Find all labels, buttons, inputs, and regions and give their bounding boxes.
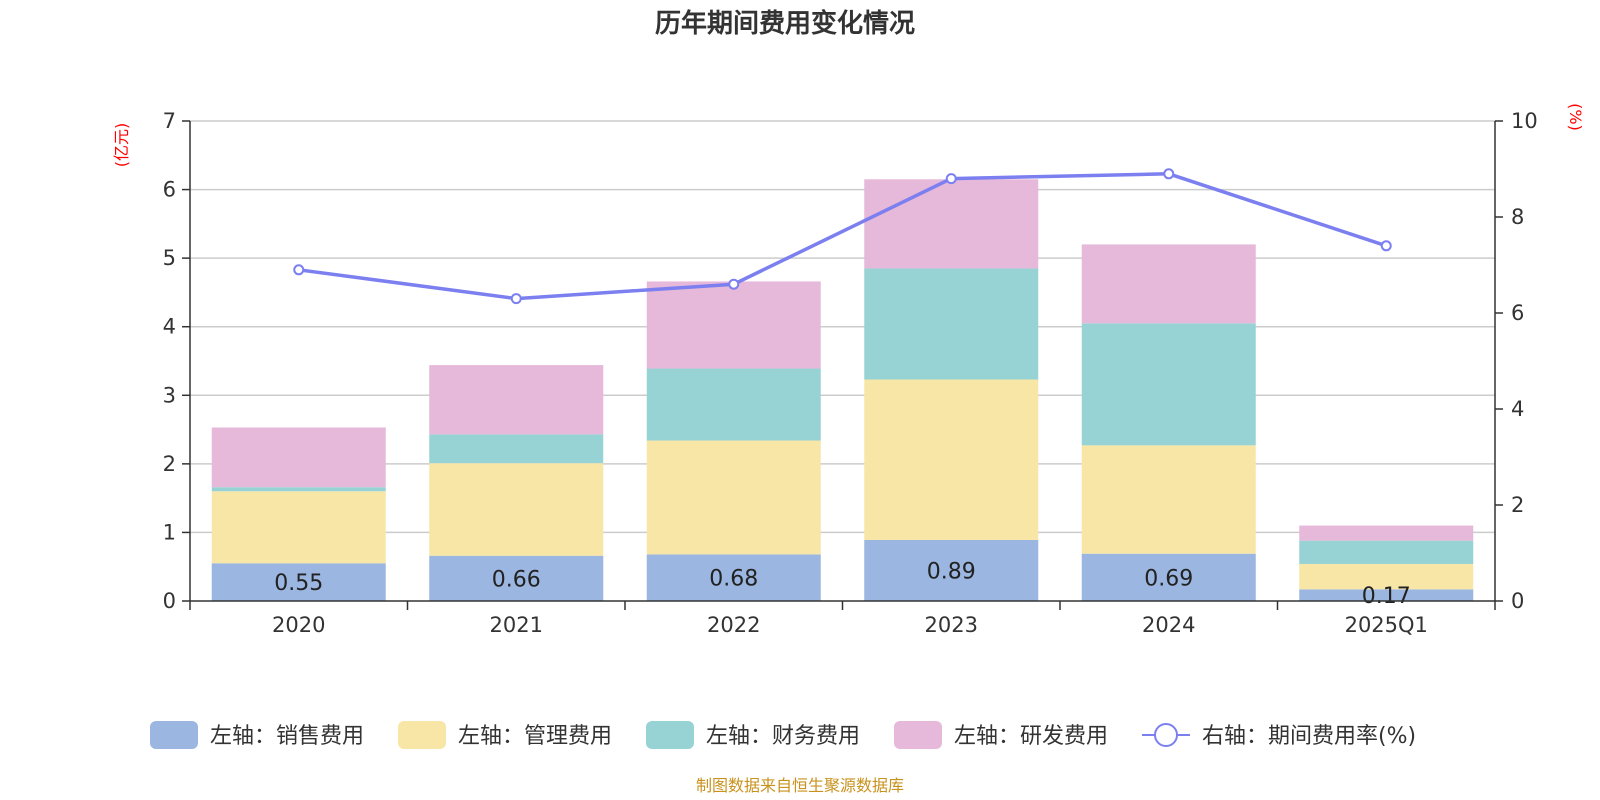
bar-segment <box>1081 323 1256 446</box>
x-tick-label: 2024 <box>1142 613 1195 637</box>
left-tick-label: 4 <box>163 315 176 339</box>
legend-label: 左轴：研发费用 <box>954 724 1108 749</box>
bar-segment <box>1081 553 1256 601</box>
right-tick-label: 4 <box>1511 397 1524 421</box>
rate-point <box>945 173 957 185</box>
bar-segment <box>211 491 386 564</box>
legend-swatch <box>398 721 446 749</box>
rate-point <box>293 264 305 276</box>
left-tick-label: 5 <box>163 246 176 270</box>
bar-segment <box>646 368 821 441</box>
left-tick-label: 3 <box>163 383 176 407</box>
bar-segment <box>429 463 604 556</box>
legend-marker-icon <box>1154 723 1178 747</box>
x-tick-label: 2023 <box>925 613 978 637</box>
left-tick-label: 6 <box>163 178 176 202</box>
bar-segment <box>429 434 604 464</box>
bar-data-label: 0.69 <box>1144 566 1193 591</box>
right-tick-label: 6 <box>1511 301 1524 325</box>
rate-point <box>1380 240 1392 252</box>
right-tick-label: 0 <box>1511 589 1524 613</box>
bar-segment <box>1081 445 1256 554</box>
bar-segment <box>646 554 821 601</box>
chart-title: 历年期间费用变化情况 <box>655 8 915 39</box>
bar-data-label: 0.89 <box>927 559 976 584</box>
legend-label: 左轴：销售费用 <box>210 724 364 749</box>
legend-swatch <box>646 721 694 749</box>
bar-segment <box>1299 589 1474 601</box>
x-tick-label: 2021 <box>490 613 543 637</box>
rate-point <box>510 293 522 305</box>
rate-line <box>298 172 1387 301</box>
bar-segment <box>429 555 604 601</box>
bar-segment <box>211 487 386 492</box>
bar-segment <box>864 539 1039 601</box>
left-axis-unit: (亿元) <box>112 123 131 168</box>
bar-segment <box>211 427 386 488</box>
left-tick-label: 7 <box>163 109 176 133</box>
axes: 0 1 2 3 4 5 6 7 0 2 4 6 8 10 2020 2021 2022 2023 2024 2025Q… <box>163 109 1538 637</box>
left-tick-label: 0 <box>163 589 176 613</box>
source-note: 制图数据来自恒生聚源数据库 <box>696 776 904 795</box>
x-tick-label: 2020 <box>272 613 325 637</box>
rate-line-layer <box>293 168 1392 305</box>
bar-segment <box>1299 540 1474 564</box>
legend-swatch <box>150 721 198 749</box>
legend-label: 左轴：财务费用 <box>706 724 860 749</box>
bars: 0.55 0.66 0.68 0.89 0.69 0.17 <box>211 179 1474 609</box>
bar-segment <box>1081 244 1256 324</box>
x-tick-label: 2025Q1 <box>1345 613 1428 637</box>
bar-segment <box>429 365 604 435</box>
right-axis-unit: (%) <box>1566 103 1585 131</box>
bar-segment <box>1299 563 1474 590</box>
legend-swatch <box>894 721 942 749</box>
bar-segment <box>646 281 821 369</box>
bar-segment <box>864 379 1039 540</box>
grid <box>190 120 1495 534</box>
rate-point <box>1163 168 1175 180</box>
legend-label: 右轴：期间费用率(%) <box>1202 724 1416 749</box>
bar-data-label: 0.66 <box>492 567 541 592</box>
left-tick-label: 1 <box>163 520 176 544</box>
bar-segment <box>211 563 386 601</box>
rate-point <box>728 278 740 290</box>
right-tick-label: 8 <box>1511 205 1524 229</box>
bar-segment <box>864 179 1039 269</box>
bar-segment <box>646 440 821 555</box>
legend-label: 左轴：管理费用 <box>458 724 612 749</box>
bar-data-label: 0.55 <box>274 571 323 596</box>
right-tick-label: 2 <box>1511 493 1524 517</box>
legend[interactable]: 左轴：销售费用 左轴：管理费用 左轴：财务费用 左轴：研发费用 右轴：期间费用率(%) <box>150 721 1416 749</box>
bar-data-label: 0.68 <box>709 567 758 592</box>
bar-segment <box>1299 525 1474 541</box>
bar-segment <box>864 268 1039 380</box>
x-tick-label: 2022 <box>707 613 760 637</box>
bar-data-label: 0.17 <box>1362 584 1411 609</box>
right-tick-label: 10 <box>1511 109 1538 133</box>
left-tick-label: 2 <box>163 452 176 476</box>
